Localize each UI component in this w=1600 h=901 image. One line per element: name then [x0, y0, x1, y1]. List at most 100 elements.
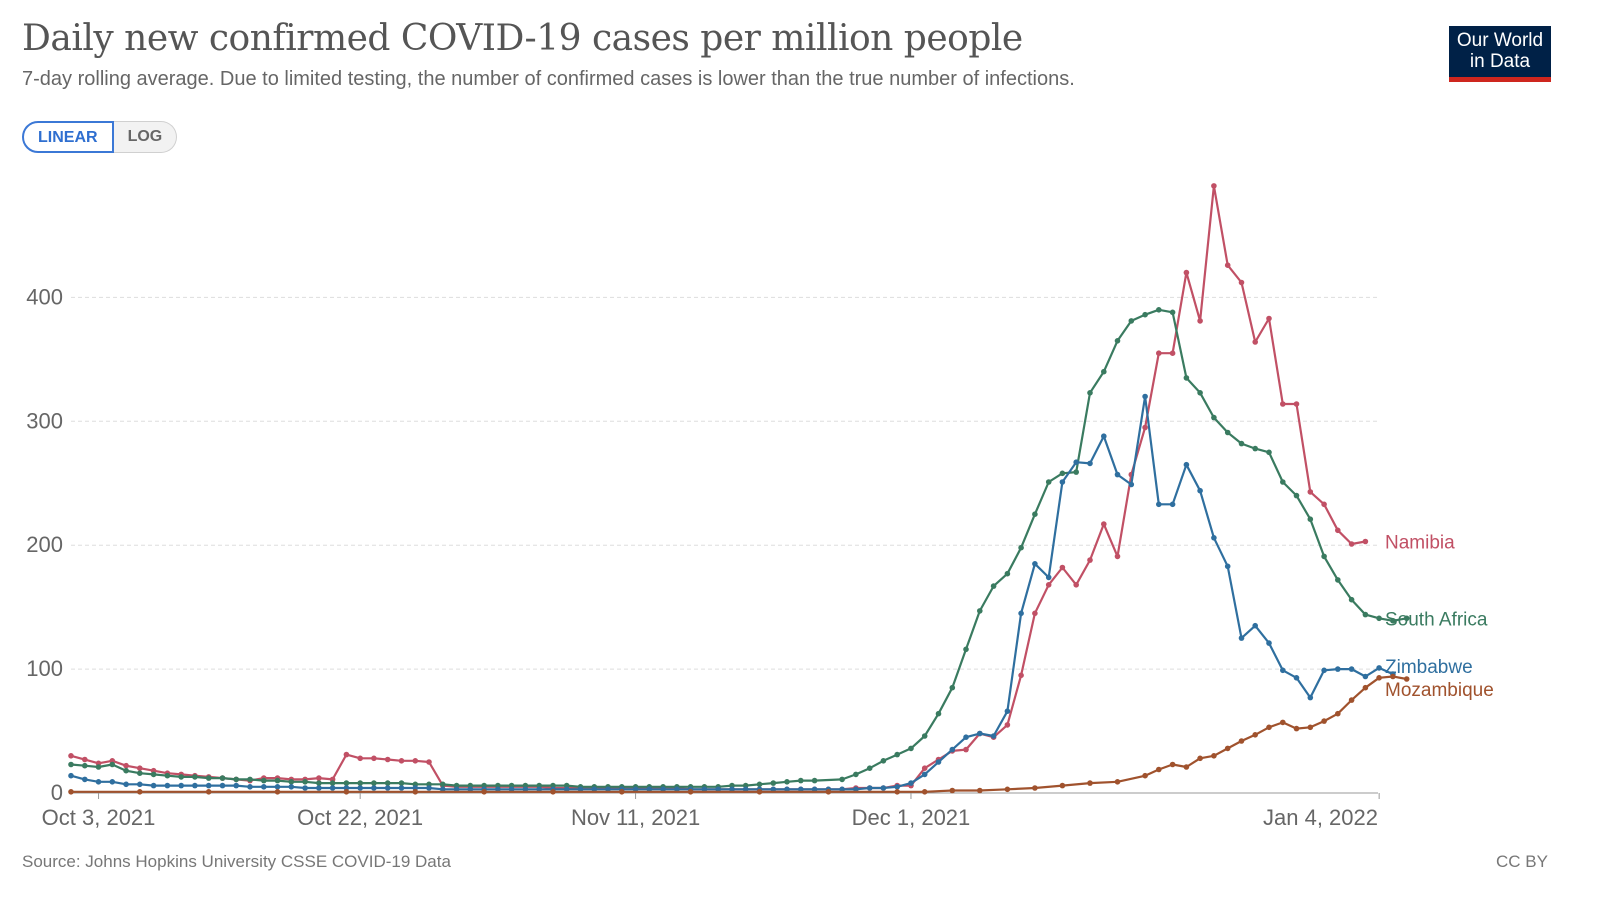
data-point[interactable] [1211, 414, 1217, 421]
data-point[interactable] [1045, 574, 1052, 581]
data-point[interactable] [1321, 553, 1327, 560]
data-point[interactable] [1390, 618, 1396, 624]
data-point[interactable] [68, 772, 74, 779]
data-point[interactable] [1266, 449, 1272, 456]
data-point[interactable] [302, 785, 308, 791]
data-point[interactable] [990, 583, 997, 589]
data-point[interactable] [1197, 487, 1203, 494]
data-point[interactable] [219, 775, 226, 781]
data-point[interactable] [1197, 755, 1203, 762]
data-point[interactable] [508, 786, 515, 793]
data-point[interactable] [1280, 719, 1286, 726]
data-point[interactable] [1238, 440, 1245, 447]
series-line[interactable] [70, 395, 1394, 791]
data-point[interactable] [247, 784, 253, 790]
data-point[interactable] [1362, 538, 1369, 545]
data-point[interactable] [1307, 694, 1314, 701]
data-point[interactable] [1211, 183, 1217, 189]
data-point[interactable] [1114, 338, 1121, 344]
data-point[interactable] [1266, 640, 1272, 646]
data-point[interactable] [1156, 350, 1162, 357]
data-point[interactable] [1128, 481, 1135, 488]
data-point[interactable] [82, 762, 88, 769]
data-point[interactable] [632, 786, 639, 793]
data-point[interactable] [1183, 461, 1190, 468]
data-point[interactable] [811, 786, 818, 793]
data-point[interactable] [412, 789, 419, 795]
data-point[interactable] [137, 770, 143, 776]
data-point[interactable] [261, 784, 267, 790]
data-point[interactable] [605, 786, 611, 793]
data-point[interactable] [1224, 429, 1231, 436]
data-point[interactable] [1266, 315, 1272, 322]
data-point[interactable] [921, 771, 928, 778]
data-point[interactable] [977, 730, 983, 737]
data-point[interactable] [522, 786, 529, 793]
data-point[interactable] [1183, 269, 1190, 276]
data-point[interactable] [1293, 401, 1300, 407]
data-point[interactable] [894, 789, 900, 795]
data-point[interactable] [1362, 673, 1369, 680]
data-point[interactable] [1348, 697, 1355, 703]
data-point[interactable] [68, 761, 74, 768]
data-point[interactable] [935, 710, 942, 717]
data-point[interactable] [756, 789, 763, 795]
data-point[interactable] [742, 786, 749, 793]
data-point[interactable] [109, 779, 116, 785]
data-point[interactable] [261, 777, 267, 784]
data-point[interactable] [329, 785, 336, 791]
data-point[interactable] [233, 782, 239, 789]
data-point[interactable] [178, 774, 184, 780]
data-point[interactable] [1073, 469, 1079, 475]
data-point[interactable] [82, 776, 88, 783]
data-point[interactable] [1307, 489, 1314, 495]
data-point[interactable] [398, 758, 405, 764]
data-point[interactable] [1032, 785, 1038, 791]
data-point[interactable] [1307, 516, 1314, 522]
data-point[interactable] [839, 776, 845, 783]
data-point[interactable] [274, 789, 281, 795]
data-point[interactable] [1280, 401, 1286, 407]
data-point[interactable] [1211, 535, 1217, 541]
data-point[interactable] [384, 785, 391, 791]
data-point[interactable] [192, 782, 198, 789]
linear-scale-button[interactable]: LINEAR [22, 121, 114, 153]
data-point[interactable] [908, 780, 914, 786]
data-point[interactable] [1238, 635, 1245, 641]
data-point[interactable] [880, 785, 887, 791]
data-point[interactable] [440, 786, 446, 793]
series-south-africa[interactable] [68, 307, 1410, 790]
data-point[interactable] [1252, 445, 1258, 452]
data-point[interactable] [82, 756, 88, 763]
data-point[interactable] [536, 786, 542, 793]
data-point[interactable] [1004, 570, 1011, 577]
data-point[interactable] [963, 746, 969, 753]
data-point[interactable] [1059, 782, 1066, 789]
data-point[interactable] [853, 786, 859, 793]
data-point[interactable] [274, 777, 281, 784]
data-point[interactable] [233, 776, 239, 783]
data-point[interactable] [921, 789, 928, 795]
data-point[interactable] [1321, 501, 1327, 508]
series-mozambique[interactable] [68, 673, 1410, 795]
data-point[interactable] [1032, 610, 1038, 617]
data-point[interactable] [825, 789, 832, 795]
data-point[interactable] [343, 780, 350, 786]
data-point[interactable] [192, 774, 198, 780]
data-point[interactable] [1376, 615, 1382, 622]
data-point[interactable] [977, 787, 983, 794]
data-point[interactable] [453, 786, 460, 793]
data-point[interactable] [550, 789, 556, 795]
data-point[interactable] [481, 789, 487, 795]
data-point[interactable] [1059, 470, 1066, 477]
data-point[interactable] [715, 786, 721, 793]
data-point[interactable] [1362, 611, 1369, 618]
data-point[interactable] [839, 786, 845, 793]
data-point[interactable] [371, 755, 377, 762]
data-point[interactable] [1101, 433, 1107, 440]
data-point[interactable] [949, 746, 956, 753]
license-note[interactable]: CC BY [1496, 852, 1548, 871]
data-point[interactable] [1211, 753, 1217, 759]
data-point[interactable] [853, 771, 859, 778]
data-point[interactable] [1403, 615, 1410, 622]
